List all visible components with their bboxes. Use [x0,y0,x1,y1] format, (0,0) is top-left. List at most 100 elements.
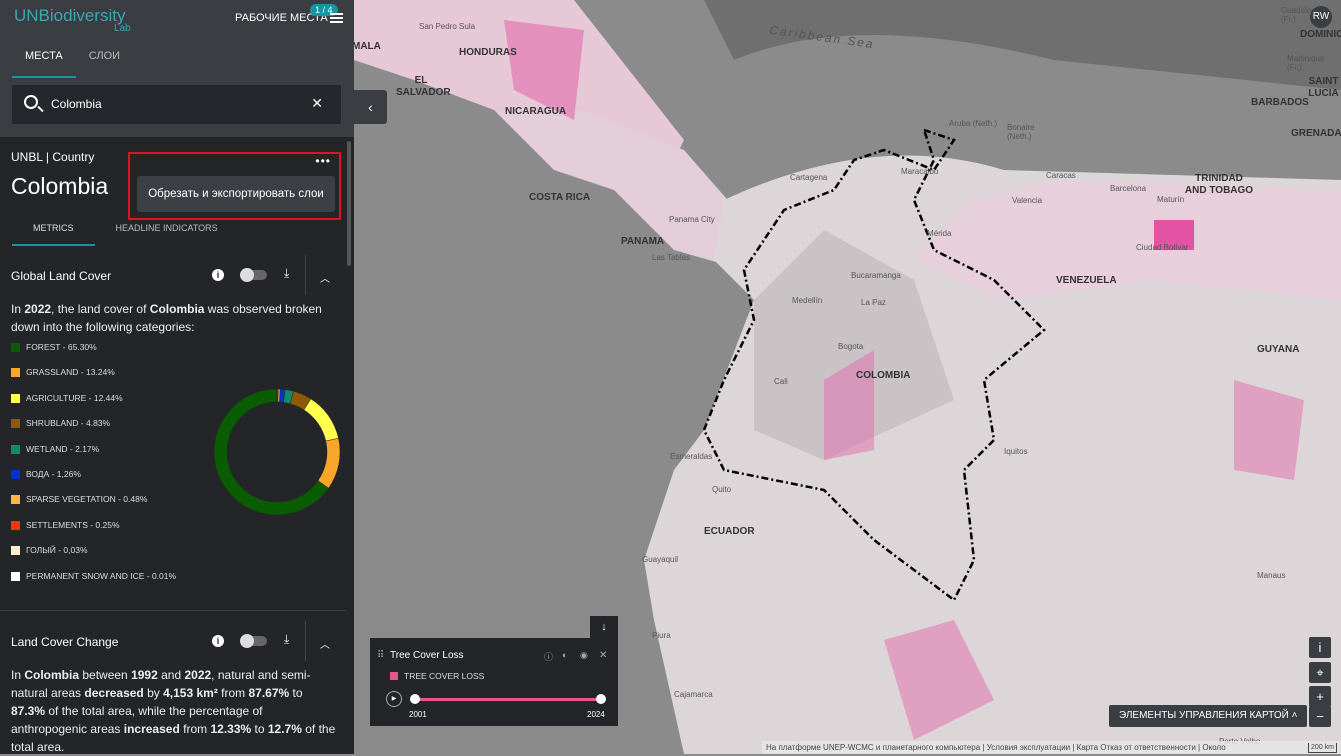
map-controls-button[interactable]: ЭЛЕМЕНТЫ УПРАВЛЕНИЯ КАРТОЙ ˄ [1109,705,1307,727]
legend-swatch [11,394,20,403]
clip-export-menu-item[interactable]: Обрезать и экспортировать слои [137,176,335,212]
timeline-start: 2001 [409,710,427,719]
info-icon[interactable]: ⓘ [544,650,553,663]
search-input[interactable]: Colombia ✕ [12,85,341,124]
attribution[interactable]: На платформе UNEP-WCMC и планетарного ко… [762,741,1341,754]
close-icon[interactable]: ✕ [311,95,323,112]
search-icon [24,95,38,109]
map-label-city: Barcelona [1110,184,1146,193]
legend-swatch [11,495,20,504]
map-label-city: Guayaquil [642,555,678,564]
zoom-in-button[interactable]: + [1309,686,1331,707]
collapse-sidebar-button[interactable]: ‹ [354,90,387,124]
map-label-city: Bonaire (Neth.) [1007,123,1047,141]
more-icon[interactable]: ••• [315,154,331,168]
legend-swatch [11,572,20,581]
map-label-city: Piura [652,631,671,640]
map-label-country: BARBADOS [1251,97,1309,109]
collapse-legend-button[interactable]: ↓ [590,616,618,638]
slider-handle-end[interactable] [596,694,606,704]
avatar[interactable]: RW [1310,6,1332,28]
main-tabs: МЕСТА СЛОИ [12,48,133,78]
map-label-country: COLOMBIA [856,370,910,382]
legend-item: GRASSLAND - 13.24% [11,367,176,392]
layer-toggle[interactable] [241,270,267,280]
legend-item: FOREST - 65.30% [11,342,176,367]
map-label-country: HONDURAS [459,47,517,59]
visibility-icon[interactable]: ◉ [580,650,588,661]
legend-label: AGRICULTURE - 12.44% [26,393,123,403]
legend-label: SHRUBLAND - 4.83% [26,418,110,428]
map-label-city: Cali [774,377,788,386]
land-cover-description: In 2022, the land cover of Colombia was … [11,300,336,336]
layer-legend-panel: ⠿ Tree Cover Loss ⓘ ◐ ◉ ✕ TREE COVER LOS… [370,638,618,726]
chevron-up-icon: ˄ [1292,710,1298,721]
play-button[interactable]: ▶ [386,691,402,707]
map-label-city: Cajamarca [674,690,713,699]
drag-handle-icon[interactable]: ⠿ [377,650,384,661]
map-label-country: GRENADA [1291,128,1341,140]
map-label-country: DOMINICA [1300,29,1341,41]
legend-swatch [11,470,20,479]
map-label-city: Aruba (Neth.) [949,119,997,128]
map-info-button[interactable]: i [1309,637,1331,658]
section-title: Land Cover Change [11,635,118,649]
chart-legend: FOREST - 65.30% GRASSLAND - 13.24%AGRICUL… [11,342,176,596]
legend-swatch [11,343,20,352]
menu-icon[interactable] [330,13,343,23]
map-label-country: SAINT LUCIA [1306,76,1341,100]
map-label-city: Maturín [1157,195,1184,204]
legend-label: SPARSE VEGETATION - 0.48% [26,494,147,504]
place-panel: UNBL | Country Colombia ••• Обрезать и э… [0,137,354,754]
layer-toggle[interactable] [241,636,267,646]
page-title: Colombia [11,173,108,200]
tab-headline-indicators[interactable]: HEADLINE INDICATORS [95,221,239,246]
close-icon[interactable]: ✕ [599,650,607,661]
chevron-up-icon[interactable]: ︿ [320,270,330,285]
zoom-out-button[interactable]: − [1309,706,1331,727]
scrollbar[interactable] [347,141,351,266]
info-icon[interactable]: i [212,269,224,281]
map-label-country: NICARAGUA [505,106,566,118]
map-label-country: ECUADOR [704,526,755,538]
map-label-city: Medellín [792,296,822,305]
legend-item: PERMANENT SNOW AND ICE - 0.01% [11,571,176,596]
info-icon[interactable]: i [212,635,224,647]
legend-swatch [11,445,20,454]
locate-icon[interactable]: ⌖ [1309,662,1331,683]
map[interactable]: MALA HONDURAS EL SALVADOR NICARAGUA COST… [354,0,1341,754]
scale-bar: 200 km [1308,743,1337,753]
opacity-icon[interactable]: ◐ [562,650,567,660]
map-label-city: Las Tablas [652,253,690,262]
tab-metrics[interactable]: METRICS [12,221,95,246]
chevron-up-icon[interactable]: ︿ [320,636,330,651]
legend-item: SHRUBLAND - 4.83% [11,418,176,443]
tab-places[interactable]: МЕСТА [12,48,76,78]
legend-swatch [11,521,20,530]
donut-slice-agriculture[interactable] [304,399,339,441]
map-label-city: Manaus [1257,571,1285,580]
timeline-slider[interactable] [414,698,602,701]
legend-label: FOREST - 65.30% [26,342,97,352]
legend-item: SETTLEMENTS - 0.25% [11,520,176,545]
legend-label: ВОДА - 1,26% [26,469,81,479]
map-label-country: PANAMA [621,236,664,248]
legend-item: WETLAND - 2.17% [11,444,176,469]
map-label-city: Cartagena [790,173,827,182]
map-label-country: VENEZUELA [1056,275,1117,287]
legend-label: WETLAND - 2.17% [26,444,99,454]
slider-handle-start[interactable] [410,694,420,704]
map-label-city: Martinique (Fr.) [1287,54,1332,72]
tab-layers[interactable]: СЛОИ [76,48,133,78]
legend-label: TREE COVER LOSS [404,671,484,681]
download-icon[interactable]: ⤓ [284,632,289,647]
donut-slice-grassland[interactable] [318,438,340,488]
map-label-country: TRINIDAD AND TOBAGO [1184,173,1254,197]
land-cover-change-description: In Colombia between 1992 and 2022, natur… [11,666,336,756]
search-value[interactable]: Colombia [51,97,102,111]
map-label-city: Panama City [669,215,715,224]
download-icon[interactable]: ⤓ [284,266,289,281]
legend-swatch [11,368,20,377]
legend-label: PERMANENT SNOW AND ICE - 0.01% [26,571,176,581]
